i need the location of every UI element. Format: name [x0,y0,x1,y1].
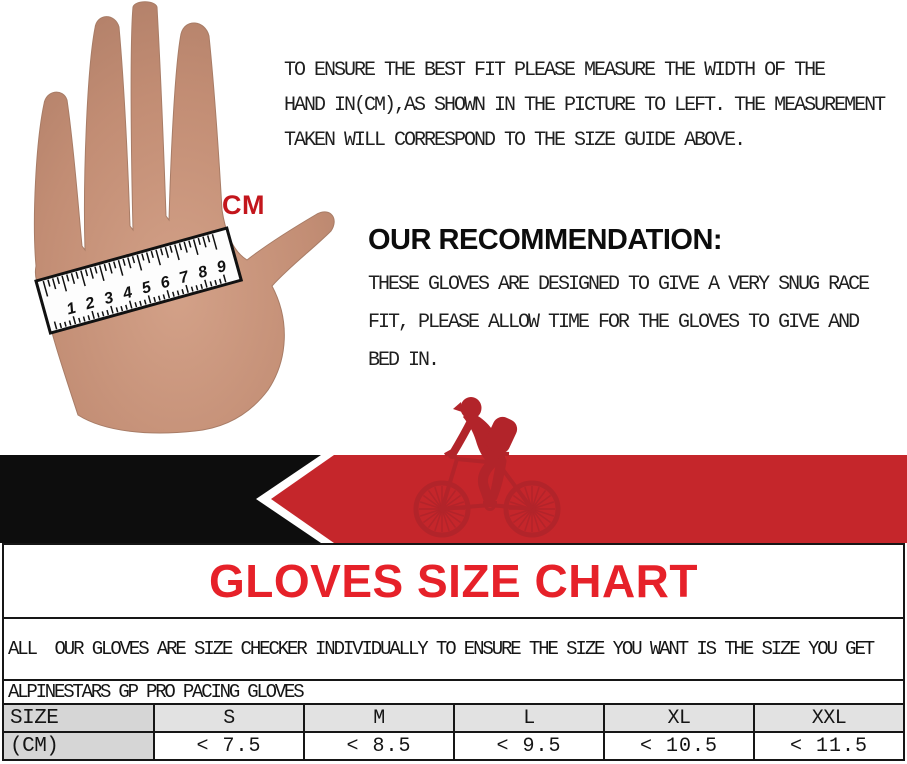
fit-instructions-line: HAND IN(CM),AS SHOWN IN THE PICTURE TO L… [284,94,886,117]
size-col-s: S [153,705,303,731]
fit-instructions-line: TO ENSURE THE BEST FIT PLEASE MEASURE TH… [284,59,826,82]
recommendation-heading: OUR RECOMMENDATION: [368,224,723,256]
cm-value-s: < 7.5 [153,733,303,759]
cyclist-rear-wheel [503,480,561,538]
size-col-xl: XL [603,705,753,731]
fit-instructions: TO ENSURE THE BEST FIT PLEASE MEASURE TH… [284,53,886,158]
recommendation-line: BED IN. [368,349,440,372]
size-col-l: L [453,705,603,731]
hand-silhouette [33,1,335,434]
fit-instructions-line: TAKEN WILL CORRESPOND TO THE SIZE GUIDE … [284,129,746,152]
recommendation-line: FIT, PLEASE ALLOW TIME FOR THE GLOVES TO… [368,311,860,334]
recommendation-text: THESE GLOVES ARE DESIGNED TO GIVE A VERY… [368,266,870,380]
product-name: ALPINESTARS GP PRO PACING GLOVES [4,679,903,703]
size-row-label: SIZE [4,705,153,731]
cm-row-label: (CM) [4,733,153,759]
cyclist-arm [448,415,476,459]
cyclist-rear-leg [488,456,507,502]
hand-photo: 1 2 3 4 5 6 7 8 9 [33,1,335,434]
size-chart-title: GLOVES SIZE CHART [209,555,698,607]
size-chart-title-row: GLOVES SIZE CHART [4,545,903,617]
banner-red-band [271,455,907,543]
cm-value-m: < 8.5 [303,733,453,759]
cyclist-icon [413,397,561,538]
size-table-header-row: SIZE S M L XL XXL [4,703,903,731]
divider-banner [0,397,907,543]
ruler-number: 4 [120,284,134,303]
recommendation-line: THESE GLOVES ARE DESIGNED TO GIVE A VERY… [368,273,870,296]
cyclist-front-wheel [413,480,471,538]
size-chart-note: ALL OUR GLOVES ARE SIZE CHECKER INDIVIDU… [4,617,903,679]
cyclist-front-leg [478,452,505,506]
cyclist-rider [453,397,518,467]
cm-label: CM [222,190,265,220]
size-col-xxl: XXL [753,705,903,731]
ruler: 1 2 3 4 5 6 7 8 9 [34,226,244,335]
size-col-m: M [303,705,453,731]
size-table-cm-row: (CM) < 7.5 < 8.5 < 9.5 < 10.5 < 11.5 [4,731,903,759]
cm-value-l: < 9.5 [453,733,603,759]
cm-value-xl: < 10.5 [603,733,753,759]
ruler-number: 2 [83,294,97,313]
size-chart-box: GLOVES SIZE CHART ALL OUR GLOVES ARE SIZ… [2,543,905,761]
cm-value-xxl: < 11.5 [753,733,903,759]
